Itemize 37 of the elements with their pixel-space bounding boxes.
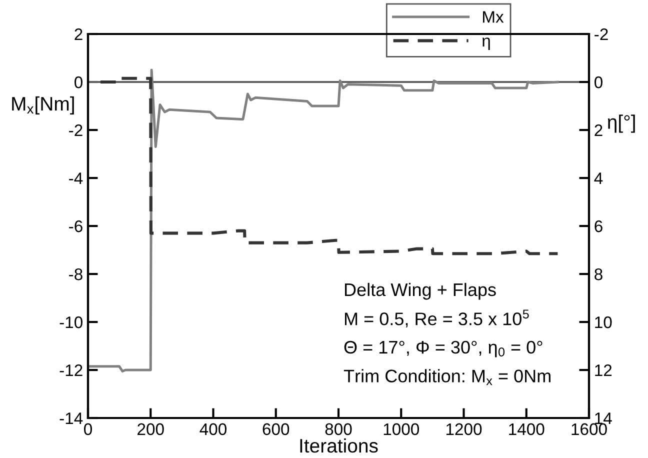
line-series bbox=[98, 76, 560, 256]
x-tick-label: 400 bbox=[200, 423, 227, 436]
y-tick-label: -10 bbox=[60, 316, 82, 328]
y2-tick-label: 4 bbox=[594, 172, 603, 184]
y2-tick-label: -2 bbox=[594, 28, 608, 40]
y2-tick-label: 14 bbox=[595, 412, 612, 424]
y2-tick-label: 2 bbox=[594, 124, 602, 136]
y-tick-label: 2 bbox=[74, 28, 82, 40]
legend-label: Mx bbox=[483, 11, 504, 23]
x-tick-label: 200 bbox=[138, 423, 164, 436]
x-tick-label: 600 bbox=[262, 423, 290, 436]
x-axis-title: Iterations bbox=[300, 438, 378, 453]
x-tick-label: 1200 bbox=[446, 423, 482, 436]
y2-tick-label: 6 bbox=[594, 220, 602, 232]
y2-tick-label: 8 bbox=[594, 268, 602, 280]
y-tick-label: 0 bbox=[74, 76, 82, 88]
y-tick-label: -12 bbox=[60, 364, 82, 376]
y2-tick-label: 12 bbox=[595, 364, 612, 376]
y-axis-title: M$_{x}$[Nm] bbox=[12, 96, 74, 114]
legend-label: η bbox=[482, 38, 490, 50]
x-tick-label: 1600 bbox=[572, 423, 607, 436]
annotation: Θ = 17°, Φ = 30°, η$_{0}$ = 0° bbox=[344, 340, 542, 358]
y-tick-label: -14 bbox=[60, 412, 83, 424]
y-tick-label: -8 bbox=[69, 268, 82, 280]
y2-axis-title: η[°] bbox=[608, 114, 635, 133]
annotation: Trim Condition: M$_{x}$ = 0Nm bbox=[344, 369, 550, 386]
y-tick-label: -4 bbox=[69, 172, 83, 184]
annotation: M = 0.5, Re = 3.5 x 10$^{5}$ bbox=[344, 310, 529, 328]
x-tick-label: 0 bbox=[84, 423, 92, 436]
y-tick-label: -2 bbox=[69, 124, 82, 136]
y2-tick-label: 0 bbox=[594, 76, 602, 88]
annotation: Delta Wing + Flaps bbox=[344, 282, 496, 300]
x-tick-label: 1400 bbox=[509, 423, 544, 436]
x-tick-label: 1000 bbox=[384, 423, 420, 436]
x-tick-label: 800 bbox=[325, 423, 352, 436]
y2-tick-label: 10 bbox=[595, 316, 612, 328]
y-tick-label: -6 bbox=[69, 220, 82, 232]
